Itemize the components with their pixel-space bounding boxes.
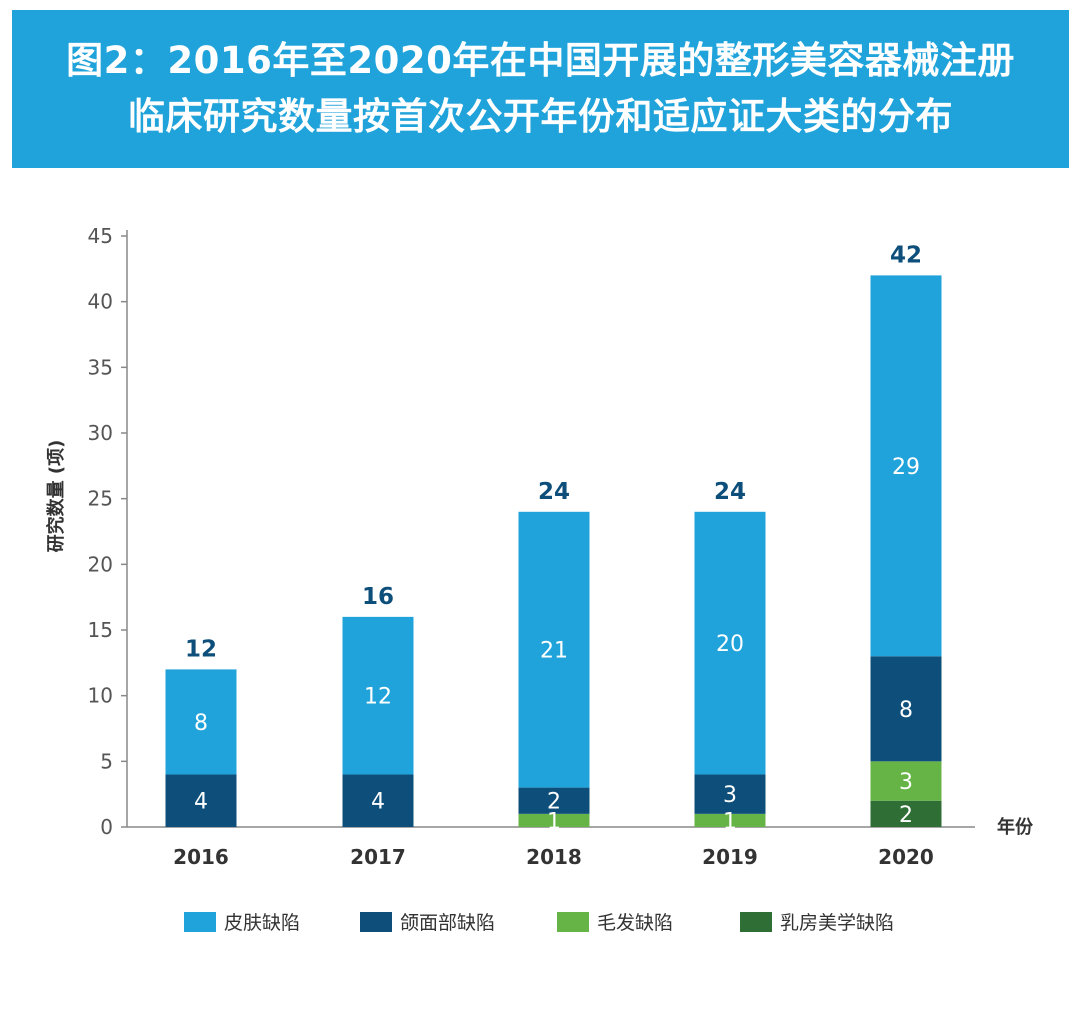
x-tick-label: 2016 xyxy=(173,845,229,869)
title-banner: 图2：2016年至2020年在中国开展的整形美容器械注册 临床研究数量按首次公开… xyxy=(12,10,1069,168)
bar-segment xyxy=(165,774,237,827)
bar-segment xyxy=(694,511,766,775)
bar-segment xyxy=(870,761,942,801)
chart-title-line-2: 临床研究数量按首次公开年份和适应证大类的分布 xyxy=(128,95,953,138)
y-axis: 0 5 10 15 20 25 30 35 40 45 研究数量 (项) 年份 xyxy=(45,224,1034,839)
legend: 皮肤缺陷 颌面部缺陷 毛发缺陷 乳房美学缺陷 xyxy=(184,912,894,934)
y-tick-label: 25 xyxy=(88,487,113,511)
segment-value-label: 29 xyxy=(892,455,920,480)
y-tick-label: 40 xyxy=(88,290,113,314)
bar-segment xyxy=(518,813,590,827)
bar-segment xyxy=(342,774,414,827)
legend-swatch xyxy=(360,912,392,932)
segment-value-label: 2 xyxy=(547,790,561,815)
segment-value-label: 4 xyxy=(371,790,385,815)
bar-segment xyxy=(870,800,942,827)
y-tick-label: 0 xyxy=(100,815,113,839)
y-tick-label: 20 xyxy=(88,552,113,576)
segment-value-label: 1 xyxy=(547,809,561,834)
y-tick-label: 5 xyxy=(100,749,113,773)
y-tick-label: 30 xyxy=(88,421,113,445)
segment-value-label: 2 xyxy=(899,803,913,828)
segment-value-label: 8 xyxy=(899,698,913,723)
x-tick-label: 2020 xyxy=(878,845,934,869)
bar-segment xyxy=(165,669,237,775)
y-tick-label: 15 xyxy=(88,618,113,642)
segment-value-label: 3 xyxy=(899,770,913,795)
legend-swatch xyxy=(557,912,589,932)
bar-total-label: 24 xyxy=(714,479,746,505)
bars xyxy=(165,275,942,827)
x-tick-label: 2018 xyxy=(526,845,582,869)
y-tick-label: 45 xyxy=(88,224,113,248)
legend-label: 毛发缺陷 xyxy=(597,912,673,934)
x-tick-label: 2017 xyxy=(350,845,406,869)
x-tick-label: 2019 xyxy=(702,845,758,869)
bar-total-label: 42 xyxy=(890,242,922,268)
bar-segment xyxy=(870,275,942,657)
bar-total-label: 16 xyxy=(362,584,394,610)
y-tick-label: 35 xyxy=(88,355,113,379)
bar-total-label: 12 xyxy=(185,636,217,662)
bar-segment xyxy=(694,813,766,827)
bar-segment xyxy=(342,616,414,775)
segment-value-label: 3 xyxy=(723,783,737,808)
segment-value-label: 4 xyxy=(194,790,208,815)
legend-swatch xyxy=(184,912,216,932)
segment-value-label: 20 xyxy=(716,632,744,657)
legend-label: 皮肤缺陷 xyxy=(224,912,300,934)
legend-label: 颌面部缺陷 xyxy=(400,912,495,934)
bar-segment xyxy=(870,656,942,762)
y-axis-title: 研究数量 (项) xyxy=(45,440,67,553)
chart-title-line-1: 图2：2016年至2020年在中国开展的整形美容器械注册 xyxy=(66,39,1015,82)
segment-value-label: 8 xyxy=(194,711,208,736)
y-tick-label: 10 xyxy=(88,684,113,708)
legend-swatch xyxy=(740,912,772,932)
bar-segment xyxy=(518,511,590,788)
labels: 4812201641216201712212420181320242019238… xyxy=(173,242,934,869)
segment-value-label: 21 xyxy=(540,639,568,664)
segment-value-label: 12 xyxy=(364,685,392,710)
bar-segment xyxy=(518,787,590,814)
segment-value-label: 1 xyxy=(723,809,737,834)
x-axis-title: 年份 xyxy=(997,816,1034,838)
bar-total-label: 24 xyxy=(538,479,570,505)
bar-segment xyxy=(694,774,766,814)
legend-label: 乳房美学缺陷 xyxy=(780,912,894,934)
